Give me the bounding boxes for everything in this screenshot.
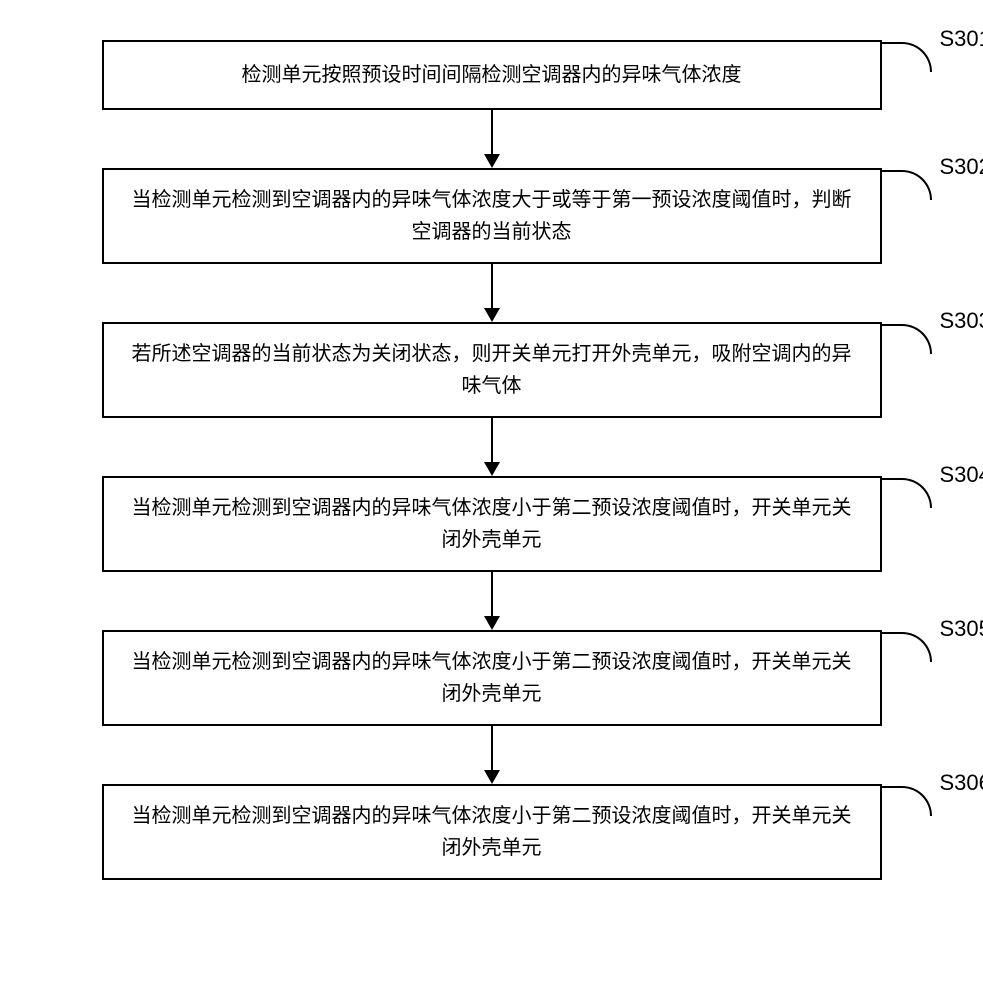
curve-line (882, 478, 932, 508)
curve-line (882, 42, 932, 72)
label-connector: S305 (882, 622, 983, 662)
label-connector: S304 (882, 468, 983, 508)
process-box: 当检测单元检测到空调器内的异味气体浓度小于第二预设浓度阈值时，开关单元关闭外壳单… (102, 476, 882, 572)
arrow-line (491, 110, 493, 154)
box-text: 检测单元按照预设时间间隔检测空调器内的异味气体浓度 (242, 59, 742, 91)
step-label: S301 (940, 26, 983, 52)
step-row: 当检测单元检测到空调器内的异味气体浓度小于第二预设浓度阈值时，开关单元关闭外壳单… (20, 784, 963, 880)
arrow (484, 572, 500, 630)
flowchart-container: 检测单元按照预设时间间隔检测空调器内的异味气体浓度 S301 当检测单元检测到空… (20, 40, 963, 880)
process-box: 检测单元按照预设时间间隔检测空调器内的异味气体浓度 (102, 40, 882, 110)
arrow-line (491, 418, 493, 462)
step-row: 检测单元按照预设时间间隔检测空调器内的异味气体浓度 S301 (20, 40, 963, 110)
curve-line (882, 170, 932, 200)
process-box: 当检测单元检测到空调器内的异味气体浓度小于第二预设浓度阈值时，开关单元关闭外壳单… (102, 630, 882, 726)
step-label: S303 (940, 308, 983, 334)
arrow (484, 726, 500, 784)
arrow (484, 264, 500, 322)
arrow-head-icon (484, 308, 500, 322)
step-row: 当检测单元检测到空调器内的异味气体浓度大于或等于第一预设浓度阈值时，判断空调器的… (20, 168, 963, 264)
step-label: S305 (940, 616, 983, 642)
box-text: 当检测单元检测到空调器内的异味气体浓度小于第二预设浓度阈值时，开关单元关闭外壳单… (128, 646, 856, 710)
arrow-head-icon (484, 770, 500, 784)
step-label: S306 (940, 770, 983, 796)
curve-line (882, 324, 932, 354)
process-box: 若所述空调器的当前状态为关闭状态，则开关单元打开外壳单元，吸附空调内的异味气体 (102, 322, 882, 418)
box-text: 当检测单元检测到空调器内的异味气体浓度大于或等于第一预设浓度阈值时，判断空调器的… (128, 184, 856, 248)
arrow-head-icon (484, 462, 500, 476)
step-row: 当检测单元检测到空调器内的异味气体浓度小于第二预设浓度阈值时，开关单元关闭外壳单… (20, 630, 963, 726)
curve-line (882, 786, 932, 816)
label-connector: S306 (882, 776, 983, 816)
step-label: S304 (940, 462, 983, 488)
arrow-head-icon (484, 616, 500, 630)
box-text: 当检测单元检测到空调器内的异味气体浓度小于第二预设浓度阈值时，开关单元关闭外壳单… (128, 492, 856, 556)
box-text: 若所述空调器的当前状态为关闭状态，则开关单元打开外壳单元，吸附空调内的异味气体 (128, 338, 856, 402)
box-text: 当检测单元检测到空调器内的异味气体浓度小于第二预设浓度阈值时，开关单元关闭外壳单… (128, 800, 856, 864)
process-box: 当检测单元检测到空调器内的异味气体浓度小于第二预设浓度阈值时，开关单元关闭外壳单… (102, 784, 882, 880)
step-row: 当检测单元检测到空调器内的异味气体浓度小于第二预设浓度阈值时，开关单元关闭外壳单… (20, 476, 963, 572)
arrow-head-icon (484, 154, 500, 168)
process-box: 当检测单元检测到空调器内的异味气体浓度大于或等于第一预设浓度阈值时，判断空调器的… (102, 168, 882, 264)
label-connector: S303 (882, 314, 983, 354)
step-label: S302 (940, 154, 983, 180)
label-connector: S302 (882, 160, 983, 200)
arrow-line (491, 572, 493, 616)
step-row: 若所述空调器的当前状态为关闭状态，则开关单元打开外壳单元，吸附空调内的异味气体 … (20, 322, 963, 418)
arrow (484, 418, 500, 476)
arrow-line (491, 726, 493, 770)
arrow (484, 110, 500, 168)
label-connector: S301 (882, 32, 983, 72)
arrow-line (491, 264, 493, 308)
curve-line (882, 632, 932, 662)
